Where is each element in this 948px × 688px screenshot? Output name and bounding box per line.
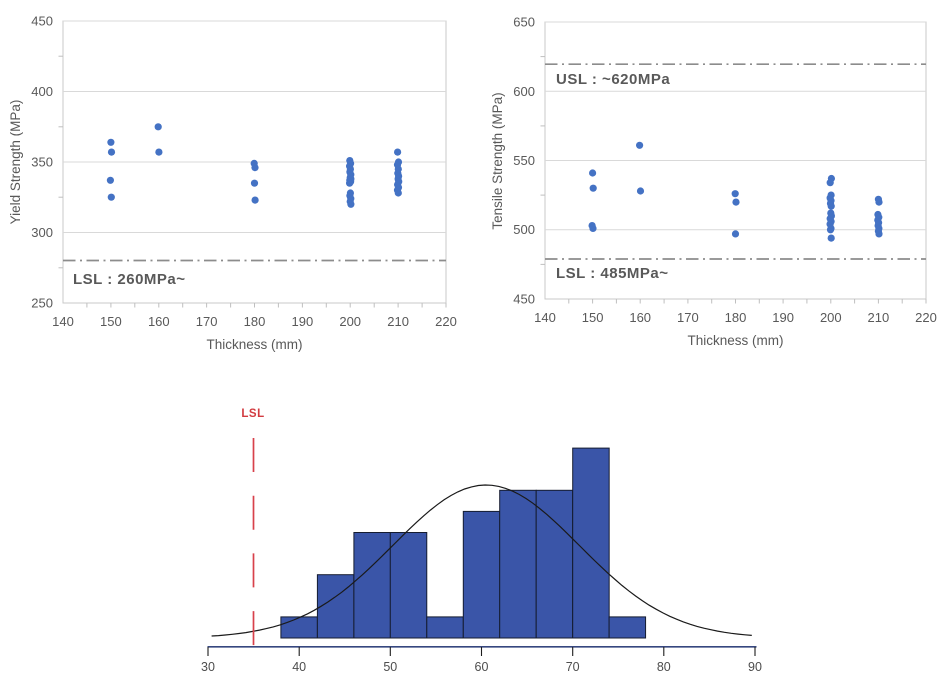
svg-text:250: 250 xyxy=(31,296,53,311)
svg-text:350: 350 xyxy=(31,155,53,170)
svg-text:60: 60 xyxy=(475,660,489,674)
svg-text:150: 150 xyxy=(100,314,122,329)
svg-text:600: 600 xyxy=(513,84,535,99)
svg-text:160: 160 xyxy=(148,314,170,329)
svg-text:140: 140 xyxy=(534,310,556,325)
svg-text:LSL : 260MPa~: LSL : 260MPa~ xyxy=(73,271,186,288)
svg-text:210: 210 xyxy=(868,310,890,325)
svg-text:Yield Strength (MPa): Yield Strength (MPa) xyxy=(8,100,23,225)
svg-text:400: 400 xyxy=(31,84,53,99)
svg-text:180: 180 xyxy=(244,314,266,329)
svg-text:50: 50 xyxy=(383,660,397,674)
svg-text:550: 550 xyxy=(513,153,535,168)
svg-text:Thickness (mm): Thickness (mm) xyxy=(206,337,302,352)
svg-text:300: 300 xyxy=(31,225,53,240)
svg-text:160: 160 xyxy=(629,310,651,325)
svg-text:200: 200 xyxy=(820,310,842,325)
svg-text:180: 180 xyxy=(725,310,747,325)
svg-text:90: 90 xyxy=(748,660,762,674)
svg-text:LSL : 485MPa~: LSL : 485MPa~ xyxy=(556,265,669,282)
svg-text:500: 500 xyxy=(513,222,535,237)
svg-text:190: 190 xyxy=(772,310,794,325)
svg-text:140: 140 xyxy=(52,314,74,329)
svg-text:190: 190 xyxy=(292,314,314,329)
svg-text:40: 40 xyxy=(292,660,306,674)
svg-text:80: 80 xyxy=(657,660,671,674)
svg-text:70: 70 xyxy=(566,660,580,674)
svg-text:Thickness (mm): Thickness (mm) xyxy=(687,333,783,348)
svg-text:LSL: LSL xyxy=(241,408,264,420)
svg-text:450: 450 xyxy=(513,292,535,307)
svg-text:650: 650 xyxy=(513,15,535,30)
svg-text:220: 220 xyxy=(915,310,937,325)
svg-text:Tensile Strength (MPa): Tensile Strength (MPa) xyxy=(490,92,505,229)
svg-text:450: 450 xyxy=(31,14,53,29)
svg-text:USL : ~620MPa: USL : ~620MPa xyxy=(556,71,670,88)
svg-text:220: 220 xyxy=(435,314,457,329)
svg-text:170: 170 xyxy=(677,310,699,325)
svg-text:170: 170 xyxy=(196,314,218,329)
svg-text:200: 200 xyxy=(339,314,361,329)
svg-text:150: 150 xyxy=(582,310,604,325)
svg-text:210: 210 xyxy=(387,314,409,329)
svg-text:30: 30 xyxy=(201,660,215,674)
